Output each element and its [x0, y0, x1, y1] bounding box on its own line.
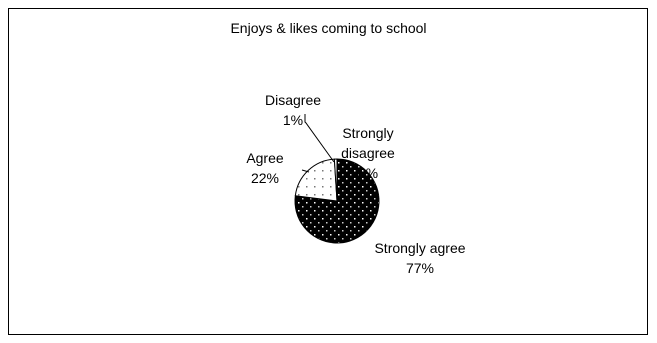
slice-value-label: 77%	[405, 260, 435, 276]
pie-slice	[294, 158, 338, 202]
slice-value-label: 0%	[357, 165, 379, 181]
slice-value-label: 22%	[250, 170, 280, 186]
leader-line	[301, 169, 310, 173]
slice-label: Strongly agree	[374, 240, 466, 256]
slice-value-label: 1%	[282, 112, 304, 128]
slice-label: Strongly disagree	[341, 125, 395, 161]
leader-line	[304, 114, 335, 163]
chart-frame	[8, 8, 648, 335]
pie-slice	[294, 158, 380, 244]
slice-label: Disagree	[264, 92, 322, 108]
chart-title: Enjoys & likes coming to school	[230, 20, 427, 36]
slice-label: Agree	[246, 150, 284, 166]
